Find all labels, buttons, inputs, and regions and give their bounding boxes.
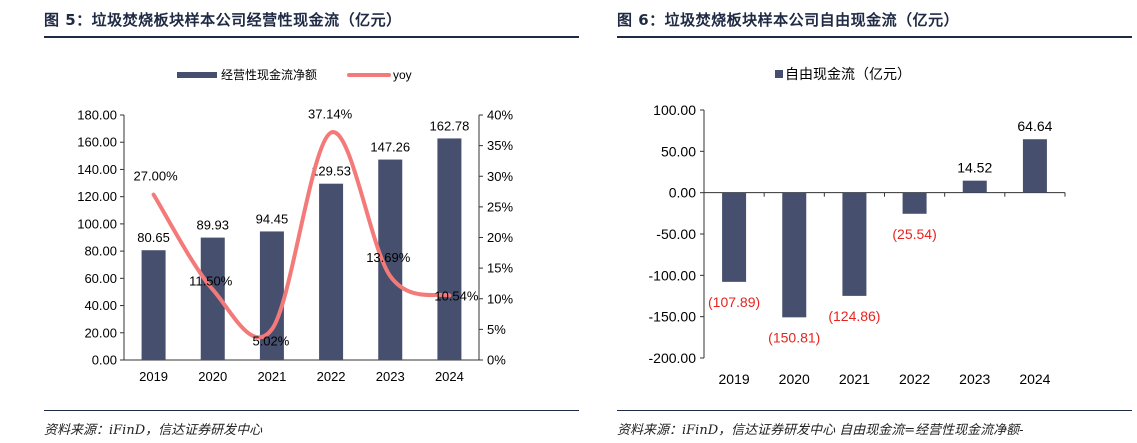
legend-line-label: yoy: [393, 68, 412, 82]
x-tick-label: 2020: [198, 369, 227, 384]
y-tick-label: 120.00: [77, 189, 117, 204]
right-figure-panel: 图 6：垃圾焚烧板块样本公司自由现金流（亿元） 自由现金流（亿元） 100.00 5…: [617, 0, 1132, 443]
y-tick-label: 80.00: [84, 244, 117, 259]
yoy-data-label: 27.00%: [134, 169, 179, 184]
right-bottom-rule: [617, 410, 1132, 411]
bar-operating-cash-flow: [437, 138, 462, 360]
bar-free-cash-flow: [722, 192, 747, 282]
left-figure-title: 图 5：垃圾焚烧板块样本公司经营性现金流（亿元）: [44, 11, 402, 29]
bar-data-label: 14.52: [957, 160, 992, 176]
y-tick-label: 100.00: [77, 216, 117, 231]
free-cash-flow-chart: 自由现金流（亿元） 100.00 50.00 0.00 -50.00 -100.00 -15…: [649, 66, 1066, 387]
left-title-rule: [44, 36, 579, 38]
y-tick-label: 180.00: [77, 108, 117, 123]
bar-free-cash-flow: [962, 180, 987, 193]
bar-data-label: 64.64: [1017, 118, 1052, 134]
x-tick-label: 2020: [779, 371, 810, 387]
y-tick-label: 0.00: [669, 185, 696, 201]
bar-free-cash-flow: [782, 192, 807, 318]
y2-tick-label: 20%: [487, 230, 513, 245]
y2-tick-label: 40%: [487, 108, 513, 123]
bar-free-cash-flow: [1022, 139, 1047, 193]
left-bottom-rule: [44, 410, 579, 411]
y2-tick-label: 10%: [487, 291, 513, 306]
y-tick-label: 50.00: [661, 143, 696, 159]
bar-data-label: 129.53: [311, 164, 351, 179]
bar-free-cash-flow: [902, 192, 927, 214]
yoy-line: [151, 130, 452, 340]
bar-operating-cash-flow: [141, 250, 166, 360]
right-figure-title: 图 6：垃圾焚烧板块样本公司自由现金流（亿元）: [617, 11, 960, 29]
y-tick-label: 140.00: [77, 162, 117, 177]
bar-data-label: (107.89): [708, 294, 760, 310]
right-source-note: 资料来源：iFinD，信达证券研发中心 自由现金流=经营性现金流净额-: [617, 423, 1024, 438]
y-tick-label: 100.00: [653, 102, 696, 118]
right-title-rule: [617, 36, 1132, 38]
yoy-data-label: 13.69%: [366, 250, 411, 265]
y2-tick-label: 0%: [487, 353, 506, 368]
y-tick-label: -200.00: [649, 350, 697, 366]
yoy-data-label: 11.50%: [189, 274, 233, 289]
y-tick-label: 40.00: [84, 298, 117, 313]
bar-data-label: (150.81): [768, 329, 820, 345]
y2-tick-label: 15%: [487, 261, 513, 276]
bar-data-label: 162.78: [430, 118, 470, 133]
x-tick-label: 2019: [719, 371, 750, 387]
x-tick-label: 2021: [257, 369, 286, 384]
legend-bar-label: 自由现金流（亿元）: [785, 66, 911, 82]
bar-data-label: (124.86): [828, 308, 880, 324]
y-tick-label: -150.00: [649, 309, 697, 325]
legend-bar-label: 经营性现金流净额: [221, 67, 317, 82]
y2-tick-label: 30%: [487, 169, 513, 184]
operating-cash-flow-chart: 经营性现金流净额 yoy 0.00 20.00 40.00 60.00 80.00 100.0…: [77, 67, 513, 384]
bar-free-cash-flow: [842, 192, 867, 296]
x-tick-label: 2023: [376, 369, 405, 384]
y-tick-label: 0.00: [92, 353, 117, 368]
y2-tick-label: 5%: [487, 322, 506, 337]
x-tick-label: 2022: [317, 369, 346, 384]
yoy-data-label: 37.14%: [308, 107, 353, 122]
x-tick-label: 2024: [1019, 371, 1050, 387]
bar-data-label: 147.26: [370, 140, 410, 155]
y-tick-label: 60.00: [84, 271, 117, 286]
y-tick-label: -100.00: [649, 267, 697, 283]
legend-bar-swatch: [177, 72, 217, 78]
left-figure-panel: 图 5：垃圾焚烧板块样本公司经营性现金流（亿元） 经营性现金流净额 yoy 0.00…: [44, 0, 579, 443]
yoy-data-label: 5.02%: [252, 333, 289, 348]
y2-tick-label: 25%: [487, 199, 513, 214]
x-tick-label: 2024: [435, 369, 464, 384]
legend-bar-swatch: [775, 70, 783, 78]
y-tick-label: 160.00: [77, 135, 117, 150]
y-tick-label: 20.00: [84, 325, 117, 340]
bar-data-label: 80.65: [137, 230, 170, 245]
x-tick-label: 2022: [899, 371, 930, 387]
bar-operating-cash-flow: [319, 183, 344, 360]
y2-tick-label: 35%: [487, 138, 513, 153]
y-tick-label: -50.00: [656, 226, 696, 242]
x-tick-label: 2019: [139, 369, 168, 384]
x-tick-label: 2023: [959, 371, 990, 387]
bar-data-label: 94.45: [256, 211, 289, 226]
bar-operating-cash-flow: [259, 231, 284, 360]
yoy-data-label: 10.54%: [434, 288, 479, 303]
bar-data-label: (25.54): [892, 226, 936, 242]
bar-data-label: 89.93: [196, 218, 229, 233]
x-tick-label: 2021: [839, 371, 870, 387]
left-source-note: 资料来源：iFinD，信达证券研发中心: [44, 423, 263, 438]
